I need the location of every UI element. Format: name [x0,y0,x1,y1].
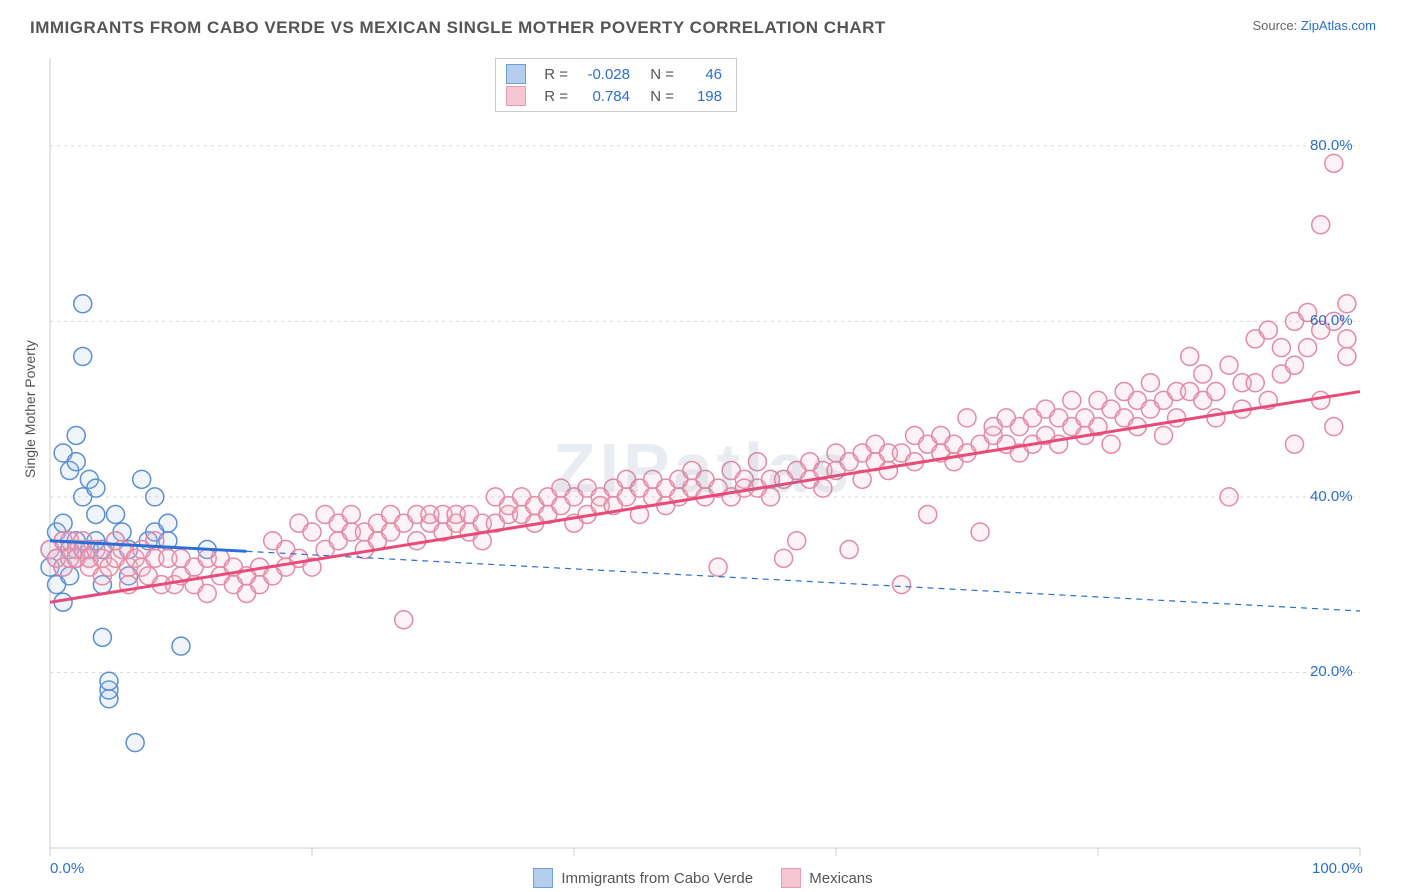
legend-swatch-series2 [781,868,801,888]
n-label: N = [644,66,674,83]
chart-title: IMMIGRANTS FROM CABO VERDE VS MEXICAN SI… [30,18,886,37]
n-value-series2: 198 [682,88,722,105]
y-tick-label: 80.0% [1310,137,1353,154]
swatch-series1 [506,64,526,84]
stats-legend: R = -0.028 N = 46 R = 0.784 N = 198 [495,58,737,112]
legend-item-series1: Immigrants from Cabo Verde [533,868,753,888]
y-tick-label: 40.0% [1310,488,1353,505]
source-prefix: Source: [1252,18,1300,33]
source-link[interactable]: ZipAtlas.com [1301,18,1376,33]
swatch-series2 [506,86,526,106]
legend-swatch-series1 [533,868,553,888]
source-citation: Source: ZipAtlas.com [1252,18,1376,33]
n-value-series1: 46 [682,66,722,83]
r-value-series1: -0.028 [576,66,630,83]
r-label: R = [538,66,568,83]
r-label: R = [538,88,568,105]
n-label: N = [644,88,674,105]
r-value-series2: 0.784 [576,88,630,105]
stats-row-series1: R = -0.028 N = 46 [506,63,722,85]
y-tick-label: 60.0% [1310,312,1353,329]
header-row: IMMIGRANTS FROM CABO VERDE VS MEXICAN SI… [0,0,1406,48]
bottom-legend: Immigrants from Cabo Verde Mexicans [0,868,1406,892]
scatter-chart [0,48,1406,888]
legend-label-series1: Immigrants from Cabo Verde [561,870,753,887]
y-axis-label: Single Mother Poverty [22,340,38,478]
legend-item-series2: Mexicans [781,868,872,888]
stats-row-series2: R = 0.784 N = 198 [506,85,722,107]
legend-label-series2: Mexicans [809,870,872,887]
y-tick-label: 20.0% [1310,663,1353,680]
chart-container: ZIPatlas Single Mother Poverty 20.0%40.0… [0,48,1406,888]
